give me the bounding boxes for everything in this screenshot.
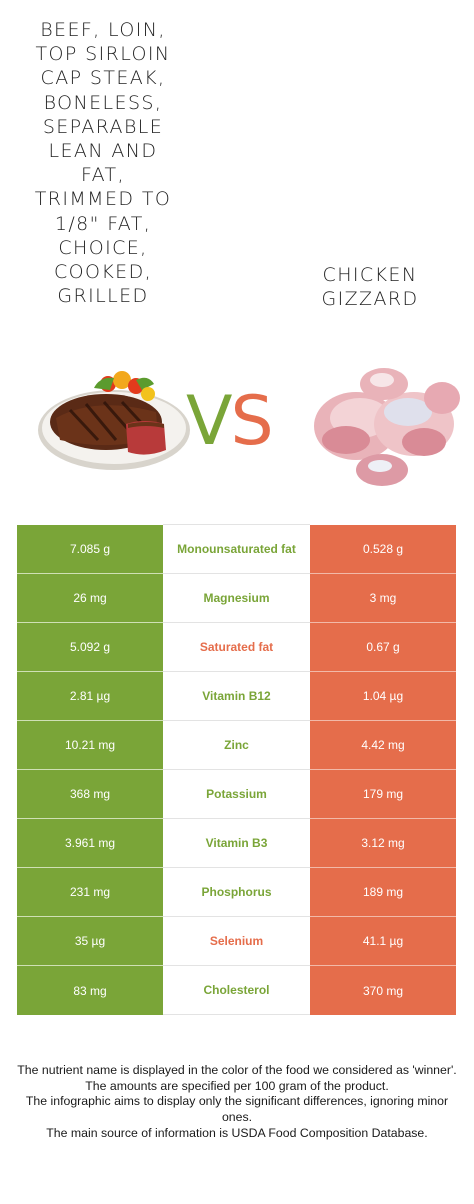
left-food-value: 83 mg bbox=[17, 966, 163, 1015]
footnote-winner-color: The nutrient name is displayed in the co… bbox=[17, 1063, 457, 1077]
footnotes: The nutrient name is displayed in the co… bbox=[14, 1063, 460, 1142]
food-left-title: Beef, loin, top sirloin cap steak, bonel… bbox=[34, 19, 172, 308]
left-food-value: 2.81 µg bbox=[17, 672, 163, 721]
footnote-significant-differences: The infographic aims to display only the… bbox=[25, 1094, 449, 1125]
vs-s-letter: S bbox=[230, 382, 274, 461]
nutrient-row: 5.092 g Saturated fat 0.67 g bbox=[17, 622, 456, 672]
footnote-source: The main source of information is USDA F… bbox=[46, 1125, 428, 1140]
nutrient-name: Vitamin B12 bbox=[163, 671, 310, 721]
vs-v-letter: V bbox=[186, 382, 233, 461]
vs-label: VS bbox=[186, 382, 274, 461]
nutrient-name: Selenium bbox=[163, 916, 310, 966]
left-food-value: 368 mg bbox=[17, 770, 163, 819]
nutrient-row: 3.961 mg Vitamin B3 3.12 mg bbox=[17, 818, 456, 868]
nutrient-name: Zinc bbox=[163, 720, 310, 770]
nutrient-name: Saturated fat bbox=[163, 622, 310, 672]
right-food-value: 1.04 µg bbox=[310, 672, 456, 721]
nutrient-row: 10.21 mg Zinc 4.42 mg bbox=[17, 720, 456, 770]
left-food-value: 5.092 g bbox=[17, 623, 163, 672]
food-right-title: Chicken gizzard bbox=[321, 264, 419, 311]
right-food-value: 0.528 g bbox=[310, 525, 456, 574]
nutrient-comparison-table: 7.085 g Monounsaturated fat 0.528 g 26 mg Ma… bbox=[17, 524, 456, 1015]
nutrient-row: 2.81 µg Vitamin B12 1.04 µg bbox=[17, 671, 456, 721]
footnote-amounts: The amounts are specified per 100 gram o… bbox=[85, 1078, 389, 1093]
nutrient-row: 368 mg Potassium 179 mg bbox=[17, 769, 456, 819]
nutrient-row: 231 mg Phosphorus 189 mg bbox=[17, 867, 456, 917]
right-food-value: 3.12 mg bbox=[310, 819, 456, 868]
nutrient-name: Phosphorus bbox=[163, 867, 310, 917]
nutrient-row: 7.085 g Monounsaturated fat 0.528 g bbox=[17, 524, 456, 574]
left-food-value: 3.961 mg bbox=[17, 819, 163, 868]
nutrient-name: Magnesium bbox=[163, 573, 310, 623]
nutrient-row: 35 µg Selenium 41.1 µg bbox=[17, 916, 456, 966]
right-food-value: 370 mg bbox=[310, 966, 456, 1015]
grilled-steak-icon bbox=[38, 371, 190, 470]
right-food-value: 4.42 mg bbox=[310, 721, 456, 770]
nutrient-name: Cholesterol bbox=[163, 965, 310, 1015]
right-food-value: 189 mg bbox=[310, 868, 456, 917]
left-food-value: 35 µg bbox=[17, 917, 163, 966]
nutrient-name: Monounsaturated fat bbox=[163, 524, 310, 574]
right-food-value: 41.1 µg bbox=[310, 917, 456, 966]
nutrient-row: 83 mg Cholesterol 370 mg bbox=[17, 965, 456, 1015]
nutrient-name: Vitamin B3 bbox=[163, 818, 310, 868]
left-food-value: 7.085 g bbox=[17, 525, 163, 574]
nutrient-name: Potassium bbox=[163, 769, 310, 819]
right-food-value: 0.67 g bbox=[310, 623, 456, 672]
left-food-value: 26 mg bbox=[17, 574, 163, 623]
nutrient-row: 26 mg Magnesium 3 mg bbox=[17, 573, 456, 623]
left-food-value: 10.21 mg bbox=[17, 721, 163, 770]
chicken-gizzard-icon bbox=[314, 368, 460, 486]
right-food-value: 179 mg bbox=[310, 770, 456, 819]
left-food-value: 231 mg bbox=[17, 868, 163, 917]
right-food-value: 3 mg bbox=[310, 574, 456, 623]
